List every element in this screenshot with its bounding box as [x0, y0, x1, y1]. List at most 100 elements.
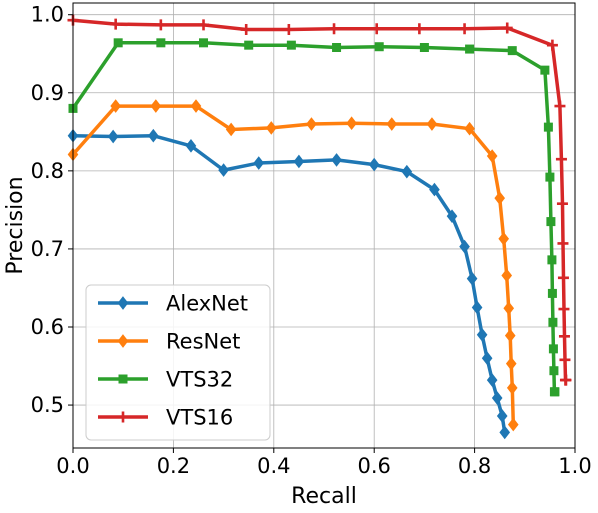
vts16-point — [557, 272, 569, 284]
vts32-point — [549, 366, 559, 376]
vts16-point — [546, 39, 558, 51]
vts32-point — [543, 122, 553, 132]
alexnet-point — [429, 182, 440, 197]
legend-item-vts16: VTS16 — [98, 406, 233, 430]
vts32-point — [545, 172, 555, 182]
vts32-point — [465, 44, 475, 54]
vts32-point — [550, 387, 560, 397]
vts16-point — [110, 18, 122, 30]
vts16-point — [556, 198, 568, 210]
vts16-point — [328, 23, 340, 35]
vts32-point — [244, 40, 254, 50]
x-tick-label: 0.0 — [56, 454, 89, 478]
series-vts16 — [67, 14, 572, 386]
vts32-point — [332, 43, 342, 52]
vts32-point — [548, 344, 558, 354]
x-tick-label: 0.4 — [257, 454, 290, 478]
vts16-point — [558, 303, 570, 315]
resnet-point — [503, 301, 515, 316]
resnet-point — [504, 328, 516, 343]
alexnet-point — [486, 373, 498, 387]
vts16-point — [155, 19, 167, 31]
legend-label: ResNet — [166, 330, 240, 354]
vts16-point — [501, 22, 513, 34]
vts16-point — [240, 24, 252, 36]
vts16-point — [198, 19, 210, 31]
legend-swatch-marker — [117, 411, 129, 423]
alexnet-point — [401, 164, 413, 179]
resnet-point — [265, 121, 277, 135]
legend-item-resnet: ResNet — [98, 330, 240, 354]
vts16-point — [559, 354, 571, 366]
vts32-line — [71, 41, 557, 394]
resnet-point — [150, 99, 162, 113]
legend-label: VTS32 — [166, 368, 233, 392]
vts16-point — [371, 23, 383, 35]
series-lines — [67, 14, 572, 440]
vts16-point — [555, 153, 567, 165]
resnet-point — [498, 231, 510, 246]
vts16-point — [560, 374, 572, 386]
alexnet-point — [331, 153, 342, 167]
vts16-point — [459, 23, 471, 35]
legend: AlexNet ResNet VTS32 VTS16 — [85, 284, 271, 441]
alexnet-point — [481, 351, 493, 366]
alexnet-point — [218, 163, 229, 177]
alexnet-point — [491, 391, 503, 405]
vts32-point — [374, 42, 384, 52]
vts32-point — [547, 288, 557, 298]
y-tick-label: 0.7 — [31, 237, 64, 261]
y-tick-label: 0.5 — [31, 393, 64, 417]
alexnet-point — [446, 209, 458, 223]
resnet-point — [494, 191, 506, 205]
vts16-point — [558, 330, 570, 342]
y-tick-label: 0.8 — [31, 159, 64, 183]
vts32-point — [113, 38, 123, 48]
x-tick-label: 0.6 — [357, 454, 390, 478]
resnet-point — [486, 149, 498, 163]
alexnet-point — [466, 271, 478, 286]
legend-item-vts32: VTS32 — [98, 368, 233, 392]
vts32-point — [547, 255, 557, 265]
legend-item-alexnet: AlexNet — [98, 292, 248, 316]
vts32-point — [156, 38, 166, 48]
x-tick-label: 1.0 — [558, 454, 591, 478]
alexnet-point — [476, 327, 488, 342]
vts32-point — [419, 43, 429, 52]
legend-box — [85, 284, 271, 441]
legend-swatch-marker — [117, 296, 129, 310]
vts16-point — [554, 100, 566, 112]
legend-label: AlexNet — [166, 292, 248, 316]
legend-swatch-marker — [118, 374, 128, 384]
vts16-line — [71, 18, 568, 382]
legend-label: VTS16 — [166, 406, 233, 430]
resnet-point — [306, 117, 317, 131]
alexnet-point — [148, 128, 159, 143]
alexnet-point — [499, 425, 511, 440]
vts32-point — [199, 38, 209, 48]
series-vts32 — [68, 38, 560, 397]
y-tick-label: 0.9 — [31, 81, 64, 105]
x-tick-label: 0.2 — [157, 454, 190, 478]
resnet-point — [225, 122, 237, 137]
x-axis-label: Recall — [291, 484, 357, 509]
vts32-point — [548, 317, 558, 327]
vts32-point — [507, 46, 517, 56]
axis-ticks: 0.0 0.2 0.4 0.6 0.8 1.0 0.5 0.6 0.7 0.8 0.9 1.0 — [31, 3, 592, 478]
resnet-point — [110, 99, 121, 113]
alexnet-point — [185, 139, 197, 153]
vts32-point — [540, 65, 550, 75]
resnet-point — [507, 417, 519, 432]
resnet-point — [426, 117, 438, 131]
resnet-point — [505, 356, 517, 371]
alexnet-point — [471, 300, 483, 315]
series-alexnet — [67, 128, 511, 440]
alexnet-point — [293, 154, 305, 169]
resnet-point — [506, 381, 518, 395]
resnet-point — [386, 117, 398, 131]
alexnet-point — [459, 239, 470, 254]
x-tick-label: 0.8 — [458, 454, 491, 478]
vts16-point — [413, 23, 425, 35]
alexnet-point — [368, 157, 380, 172]
